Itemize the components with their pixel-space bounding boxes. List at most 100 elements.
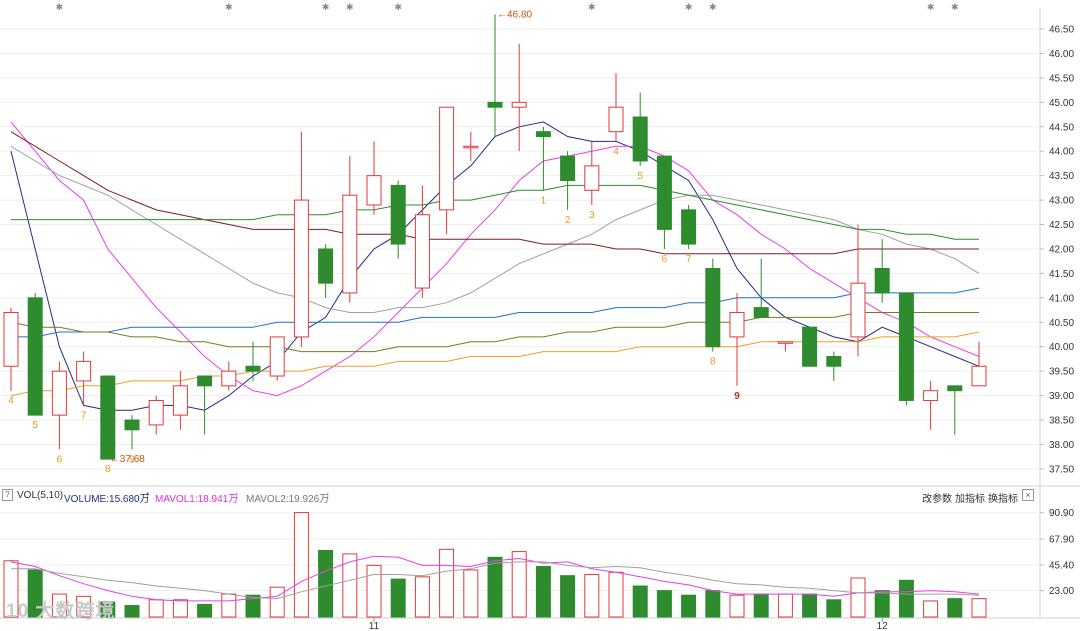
sequence-label: 4 — [8, 396, 14, 407]
sequence-label: 1 — [541, 195, 547, 206]
candle-body — [971, 365, 987, 387]
sequence-label: 7 — [81, 410, 87, 421]
volume-bar — [535, 566, 551, 618]
sequence-label: 4 — [613, 146, 619, 157]
candle-body — [802, 326, 818, 367]
candle-body — [681, 209, 697, 245]
candle-body — [366, 175, 382, 206]
volume-bar — [100, 601, 116, 618]
top-marker-icon: ✱ — [927, 3, 935, 13]
vol-ma-line — [10, 555, 980, 602]
mavol1-value: MAVOL1:18.941万 — [155, 494, 239, 505]
candle-body — [27, 297, 43, 416]
volume-bar — [777, 593, 793, 618]
top-marker-icon: ✱ — [225, 3, 233, 13]
volume-bar — [124, 605, 140, 618]
watermark-logo: 10 大数跨境 — [6, 601, 116, 622]
volume-bar — [3, 560, 19, 618]
y-tick-label: 42.00 — [1049, 244, 1074, 255]
x-tick-label: 11 — [369, 621, 380, 631]
y-tick-label: 43.00 — [1049, 196, 1074, 207]
y-tick-label: 42.50 — [1049, 220, 1074, 231]
candle-body — [3, 311, 19, 367]
candle-body — [197, 375, 213, 387]
candle-body — [560, 155, 576, 182]
y-tick-label: 38.00 — [1049, 440, 1074, 451]
candle-body — [584, 165, 600, 191]
volume-bar — [608, 571, 624, 618]
y-tick-label: 43.50 — [1049, 171, 1074, 182]
min-price-annotation: ←37.68 — [110, 454, 145, 465]
volume-bar — [318, 549, 334, 618]
volume-bar — [971, 598, 987, 618]
help-icon[interactable]: ? — [2, 489, 13, 501]
sequence-label: 8 — [105, 464, 111, 475]
ma-line — [10, 121, 980, 397]
volume-bar — [439, 548, 455, 618]
candle-body — [923, 390, 939, 401]
sequence-label: 2 — [565, 215, 571, 226]
ma-line — [10, 145, 980, 313]
volume-bar — [898, 579, 914, 618]
edit-params-button[interactable]: 改参数 — [922, 494, 952, 505]
top-marker-icon: ✱ — [951, 3, 959, 13]
volume-bar — [874, 590, 890, 618]
candle-body — [753, 307, 769, 318]
volume-bar — [729, 594, 745, 618]
x-tick-label: 12 — [877, 621, 889, 631]
y-tick-label: 44.00 — [1049, 147, 1074, 158]
candle-body — [705, 268, 721, 348]
y-tick-label: 45.50 — [1049, 73, 1074, 84]
candle-body — [124, 419, 140, 431]
volume-bar — [245, 594, 261, 618]
volume-bar — [51, 593, 67, 618]
volume-bar — [197, 603, 213, 618]
candle-body — [826, 355, 842, 367]
candle-body — [632, 116, 648, 162]
top-marker-icon: ✱ — [685, 3, 693, 13]
close-icon[interactable]: × — [1022, 489, 1034, 501]
volume-bar — [342, 553, 358, 618]
sequence-label: 9 — [129, 454, 135, 465]
max-price-annotation: ←46.80 — [497, 9, 532, 20]
candle-body — [850, 282, 866, 338]
y-tick-label: 46.50 — [1049, 25, 1074, 36]
top-marker-icon: ✱ — [346, 3, 354, 13]
volume-bar — [27, 569, 43, 618]
candle-body — [487, 101, 503, 108]
candle-body — [874, 268, 890, 294]
candle-body — [245, 365, 261, 372]
ma-line — [10, 131, 979, 255]
candle-body — [76, 360, 92, 382]
y-tick-label: 37.50 — [1049, 464, 1074, 475]
candle-body — [898, 292, 914, 401]
volume-bar — [293, 512, 309, 618]
candle-body — [608, 106, 624, 133]
volume-bar — [947, 598, 963, 618]
candle-body — [51, 370, 67, 416]
sequence-label: 6 — [662, 254, 668, 265]
switch-indicator-button[interactable]: 换指标 — [988, 494, 1018, 505]
candle-body — [148, 399, 164, 426]
mavol1-arrow-icon: ↓ — [234, 490, 239, 501]
candle-body — [729, 311, 745, 338]
candle-body — [221, 370, 237, 387]
y-tick-label: 38.50 — [1049, 416, 1074, 427]
candle-body — [777, 341, 793, 344]
volume-bar — [76, 595, 92, 618]
top-marker-icon: ✱ — [394, 3, 402, 13]
vol-y-tick-label: 23.00 — [1049, 586, 1074, 597]
y-tick-label: 39.50 — [1049, 367, 1074, 378]
vol-y-tick-label: 67.90 — [1049, 535, 1074, 546]
candle-body — [318, 248, 334, 284]
y-tick-label: 46.00 — [1049, 49, 1074, 60]
top-marker-icon: ✱ — [709, 3, 717, 13]
candle-body — [511, 101, 527, 108]
candle-body — [293, 199, 309, 338]
candle-body — [463, 145, 479, 149]
y-tick-label: 41.50 — [1049, 269, 1074, 280]
sequence-label: 7 — [686, 254, 692, 265]
add-indicator-button[interactable]: 加指标 — [955, 494, 985, 505]
y-tick-label: 40.50 — [1049, 318, 1074, 329]
